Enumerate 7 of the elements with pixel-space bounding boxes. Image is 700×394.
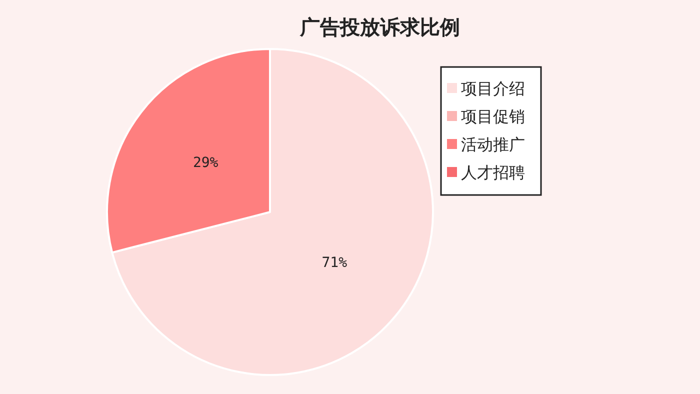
- legend-label: 项目促销: [461, 107, 525, 126]
- legend-label: 人才招聘: [461, 163, 525, 182]
- chart-title: 广告投放诉求比例: [299, 15, 460, 39]
- legend-label: 项目介绍: [461, 79, 525, 98]
- data-label: 71%: [322, 254, 348, 271]
- legend-label: 活动推广: [461, 135, 525, 154]
- data-label: 29%: [192, 155, 219, 172]
